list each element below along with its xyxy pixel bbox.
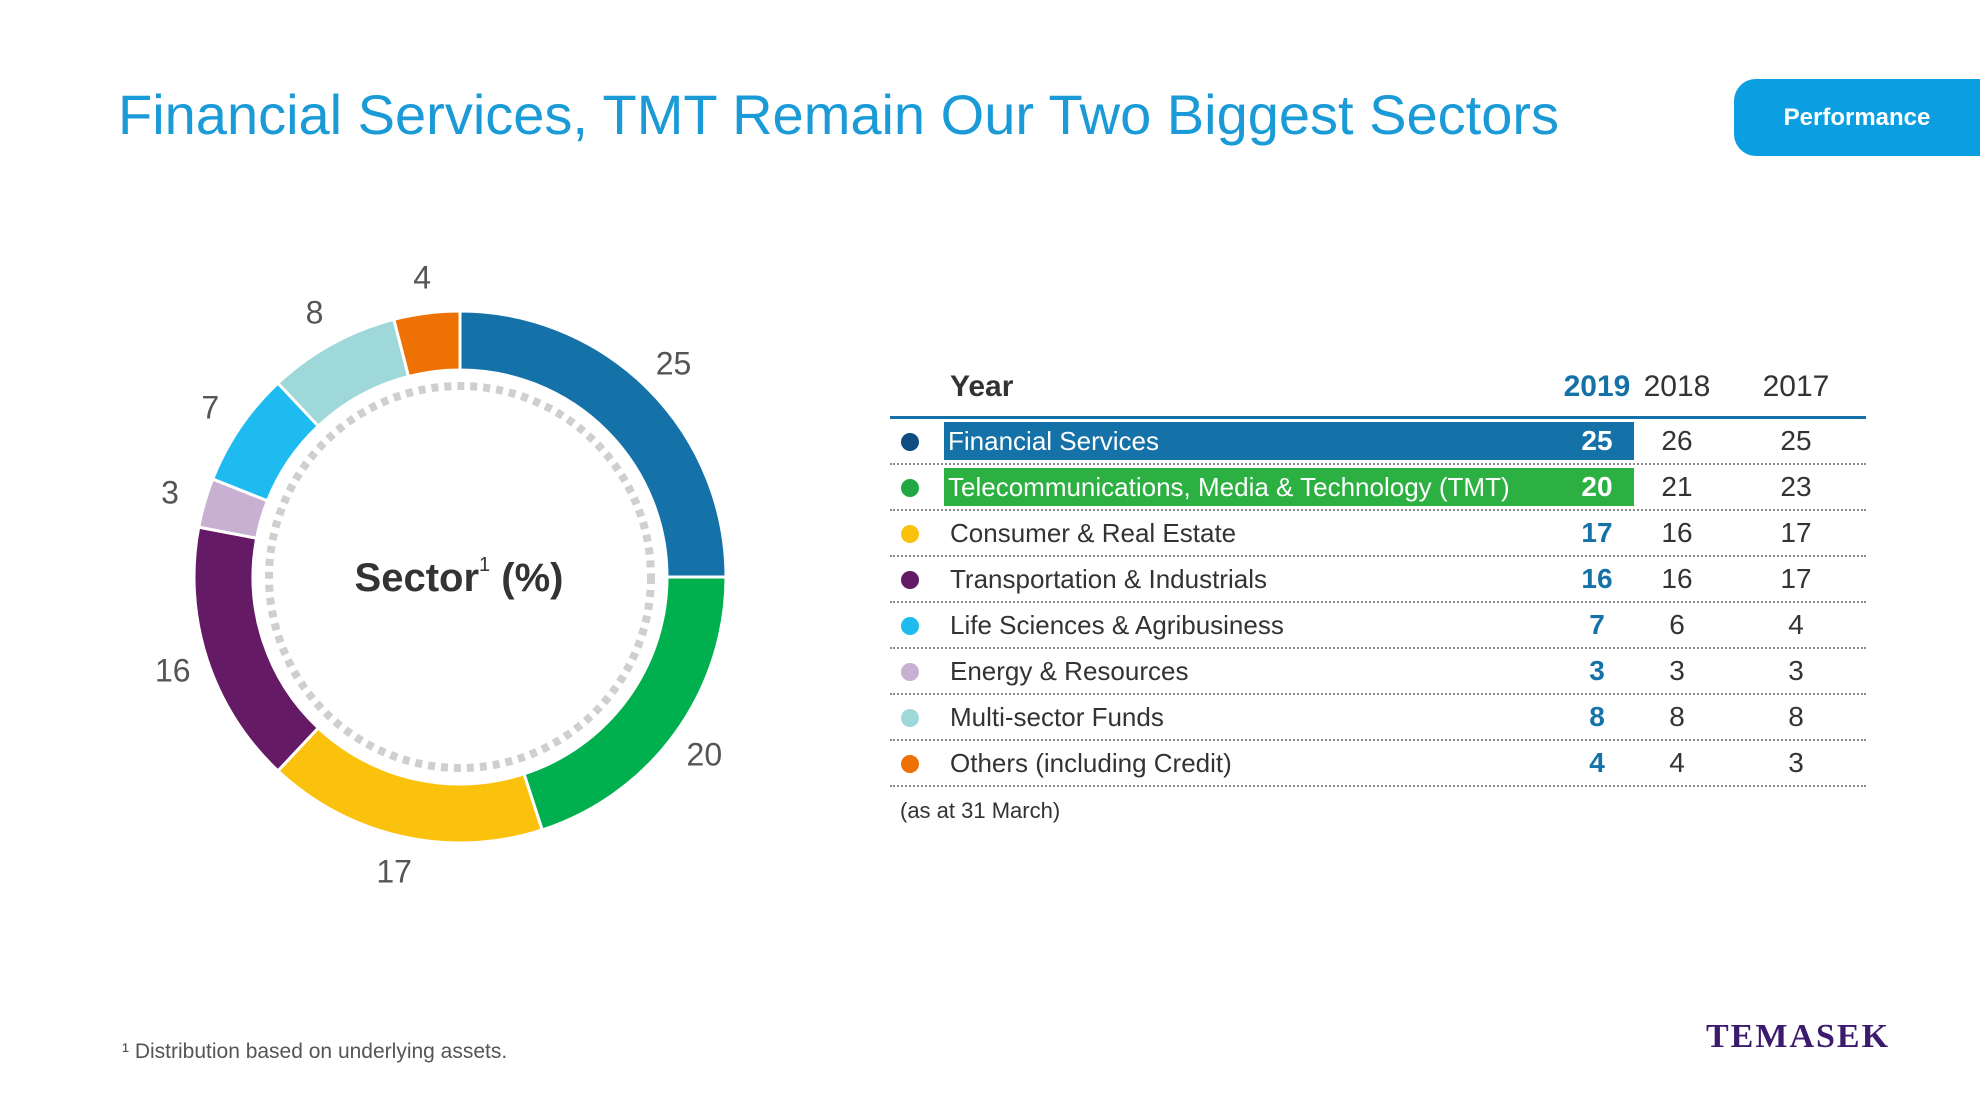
sector-label: Others (including Credit) [950, 748, 1232, 778]
value-2019: 17 [1581, 517, 1613, 548]
legend-dot [901, 617, 919, 635]
center-title-footnote-mark: 1 [479, 554, 491, 576]
legend-dot [901, 433, 919, 451]
table-row: Financial Services 25 26 25 [890, 419, 1866, 465]
value-2019: 4 [1589, 747, 1605, 778]
donut-value-label: 7 [201, 389, 219, 425]
sector-label: Transportation & Industrials [950, 564, 1267, 594]
donut-value-label: 20 [687, 737, 723, 773]
value-2018: 8 [1669, 701, 1685, 732]
sector-label: Telecommunications, Media & Technology (… [948, 472, 1510, 502]
header-year-2019: 2019 [1563, 370, 1631, 403]
value-2017: 8 [1788, 701, 1804, 732]
sector-label: Financial Services [948, 426, 1159, 456]
sector-label: Multi-sector Funds [950, 702, 1164, 732]
value-2018: 21 [1661, 471, 1693, 502]
donut-value-label: 3 [161, 475, 179, 511]
legend-dot [901, 755, 919, 773]
value-2018: 16 [1661, 563, 1693, 594]
legend-dot [901, 525, 919, 543]
table-row: Consumer & Real Estate 17 16 17 [890, 511, 1866, 557]
footnote: ¹ Distribution based on underlying asset… [122, 1040, 508, 1063]
value-2019: 7 [1589, 609, 1605, 640]
as-at-note: (as at 31 March) [900, 798, 1061, 823]
value-2017: 3 [1788, 655, 1804, 686]
value-2018: 16 [1661, 517, 1693, 548]
value-2019: 3 [1589, 655, 1605, 686]
donut-inner-dashed-ring [265, 382, 655, 772]
table-body: Financial Services 25 26 25 Telecommunicatio… [890, 419, 1866, 787]
value-2017: 4 [1788, 609, 1804, 640]
value-2019: 8 [1589, 701, 1605, 732]
value-2018: 3 [1669, 655, 1685, 686]
donut-value-label: 17 [376, 854, 412, 890]
value-2019: 20 [1581, 471, 1613, 502]
value-2017: 3 [1788, 747, 1804, 778]
table-row: Life Sciences & Agribusiness 7 6 4 [890, 603, 1866, 649]
donut-center-title: Sector1 (%) [300, 554, 618, 601]
legend-dot [901, 571, 919, 589]
performance-tab-label: Performance [1783, 103, 1931, 131]
year-header: Year [950, 370, 1014, 403]
value-2018: 6 [1669, 609, 1685, 640]
table-row: Multi-sector Funds 8 8 8 [890, 695, 1866, 741]
table-row: Others (including Credit) 4 4 3 [890, 741, 1866, 787]
performance-tab[interactable]: Performance [1734, 79, 1980, 156]
donut-value-label: 8 [306, 294, 324, 330]
value-2018: 26 [1661, 425, 1693, 456]
donut-value-label: 4 [413, 259, 431, 295]
row-highlight-bar [944, 422, 1634, 460]
table-row: Energy & Resources 3 3 3 [890, 649, 1866, 695]
legend-dot [901, 663, 919, 681]
header-year-2017: 2017 [1762, 370, 1830, 403]
legend-dot [901, 479, 919, 497]
table-row: Transportation & Industrials 16 16 17 [890, 557, 1866, 603]
donut-segment [392, 309, 462, 379]
value-2017: 23 [1780, 471, 1812, 502]
temasek-logo: TEMASEK [1706, 1018, 1891, 1055]
donut-segment [275, 725, 545, 845]
table-header: Year 2019 2018 2017 [890, 364, 1866, 419]
sector-donut-chart: 25 20 17 16 3 7 8 4 [155, 259, 728, 890]
donut-segment [522, 575, 728, 832]
value-2018: 4 [1669, 747, 1685, 778]
legend-dot [901, 709, 919, 727]
sector-label: Energy & Resources [950, 656, 1189, 686]
value-2017: 25 [1780, 425, 1812, 456]
sector-label: Life Sciences & Agribusiness [950, 610, 1284, 640]
value-2019: 16 [1581, 563, 1613, 594]
header-year-2018: 2018 [1643, 370, 1711, 403]
sector-table: Year 2019 2018 2017 Financial Services 25… [890, 364, 1866, 787]
center-title-text: Sector [354, 556, 480, 600]
donut-value-label: 25 [656, 345, 692, 381]
page-title: Financial Services, TMT Remain Our Two B… [118, 83, 1559, 146]
value-2017: 17 [1780, 563, 1812, 594]
donut-value-label: 16 [155, 652, 191, 688]
center-title-unit: (%) [501, 556, 564, 600]
table-row: Telecommunications, Media & Technology (… [890, 465, 1866, 511]
row-highlight-bar [944, 468, 1634, 506]
sector-label: Consumer & Real Estate [950, 518, 1237, 548]
value-2017: 17 [1780, 517, 1812, 548]
value-2019: 25 [1581, 425, 1613, 456]
